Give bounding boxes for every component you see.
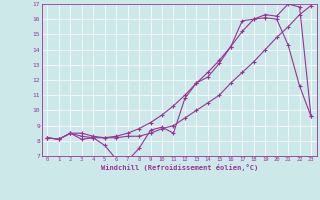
X-axis label: Windchill (Refroidissement éolien,°C): Windchill (Refroidissement éolien,°C) xyxy=(100,164,258,171)
